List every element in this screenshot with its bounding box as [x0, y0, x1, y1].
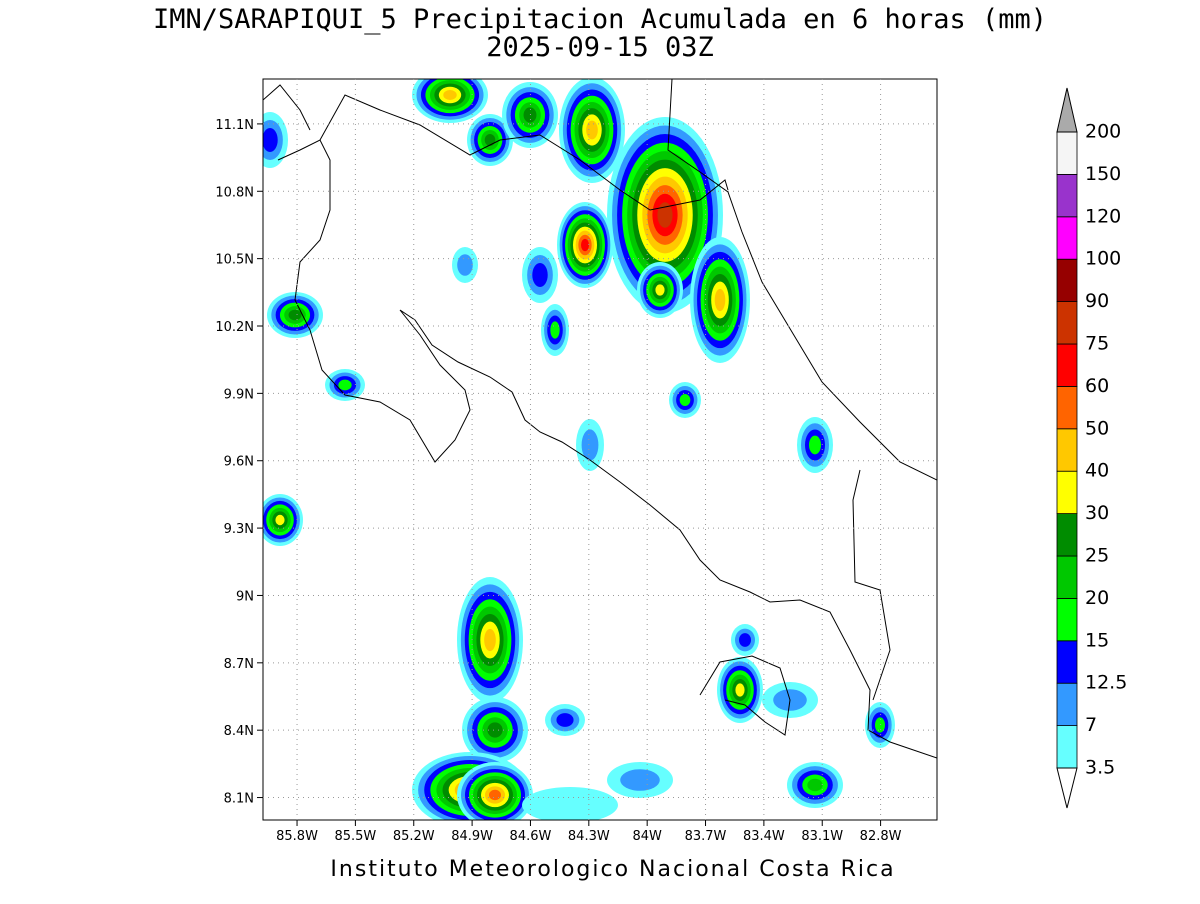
- y-tick-label: 10.8N: [215, 185, 254, 200]
- x-tick-label: 85.2W: [393, 829, 435, 844]
- colorbar-box: [1056, 428, 1078, 472]
- colorbar-box: [1056, 513, 1078, 557]
- rain-contour: [581, 429, 599, 461]
- colorbar-label: 40: [1085, 460, 1109, 482]
- colorbar-label: 100: [1085, 248, 1121, 270]
- colorbar-label: 12.5: [1085, 672, 1127, 694]
- rain-contour: [809, 435, 821, 455]
- rain-contour: [739, 633, 751, 647]
- rain-contour: [487, 722, 503, 738]
- rain-contour: [586, 120, 598, 140]
- colorbar-box: [1056, 725, 1078, 769]
- x-tick-label: 82.8W: [860, 829, 902, 844]
- rain-contour: [875, 717, 885, 733]
- colorbar-over: [1056, 87, 1078, 133]
- colorbar-label: 30: [1085, 502, 1109, 524]
- rain-contour: [620, 769, 660, 791]
- precipitation: [263, 79, 895, 820]
- rain-contour: [484, 628, 496, 652]
- map-frame: [262, 78, 938, 821]
- colorbar-box: [1056, 216, 1078, 260]
- title: IMN/SARAPIQUI_5 Precipitacion Acumulada …: [153, 4, 1047, 35]
- x-tick-label: 83.4W: [743, 829, 785, 844]
- colorbar-box: [1056, 258, 1078, 303]
- colorbar-label: 200: [1085, 121, 1121, 143]
- colorbar-under: [1056, 767, 1078, 809]
- x-tick-label: 83.1W: [801, 829, 843, 844]
- colorbar-label: 90: [1085, 290, 1109, 312]
- x-tick-label: 83.7W: [685, 829, 727, 844]
- y-tick-label: 11.1N: [215, 118, 254, 133]
- colorbar-box: [1056, 173, 1078, 218]
- rain-contour: [807, 778, 823, 792]
- colorbar-box: [1056, 131, 1078, 175]
- rain-contour: [532, 263, 548, 287]
- rain-contour: [338, 379, 352, 391]
- subtitle: 2025-09-15 03Z: [486, 32, 714, 63]
- border-east: [852, 469, 891, 701]
- y-tick-label: 8.1N: [224, 792, 254, 807]
- rain-contour: [556, 713, 574, 727]
- colorbar-box: [1056, 682, 1078, 727]
- coastlines: [263, 79, 937, 759]
- rain-contour: [443, 90, 457, 100]
- x-tick-label: 84.3W: [568, 829, 610, 844]
- y-tick-label: 10.5N: [215, 253, 254, 268]
- colorbar-box: [1056, 598, 1078, 642]
- colorbar-label: 20: [1085, 587, 1109, 609]
- rain-contour: [657, 202, 673, 228]
- footer: Instituto Meteorologico Nacional Costa R…: [330, 857, 895, 882]
- rain-contour: [263, 128, 278, 152]
- border-north: [319, 94, 729, 211]
- rain-contour: [550, 321, 560, 339]
- y-tick-label: 8.4N: [224, 724, 254, 739]
- y-tick-label: 9.3N: [224, 522, 254, 537]
- x-tick-label: 85.5W: [334, 829, 376, 844]
- colorbar-label: 7: [1085, 714, 1097, 736]
- rain-contour: [275, 514, 285, 526]
- rain-contour: [581, 238, 589, 252]
- colorbar-box: [1056, 301, 1078, 345]
- y-tick-label: 10.2N: [215, 320, 254, 335]
- x-tick-label: 84.6W: [510, 829, 552, 844]
- colorbar-label: 3.5: [1085, 757, 1115, 779]
- rain-contour: [522, 787, 618, 820]
- colorbar-label: 25: [1085, 545, 1109, 567]
- colorbar-label: 50: [1085, 417, 1109, 439]
- rain-contour: [679, 394, 691, 406]
- colorbar-label: 120: [1085, 205, 1121, 227]
- colorbar-label: 150: [1085, 163, 1121, 185]
- rain-contour: [288, 309, 302, 321]
- colorbar-box: [1056, 343, 1078, 387]
- rain-contour: [489, 789, 501, 801]
- rain-contour: [457, 254, 473, 276]
- y-tick-label: 9N: [236, 589, 254, 604]
- caribbean-coast: [667, 79, 937, 481]
- colorbar-box: [1056, 385, 1078, 430]
- pacific-coast: [277, 139, 937, 759]
- colorbar-box: [1056, 640, 1078, 684]
- colorbar-box: [1056, 555, 1078, 599]
- rain-contour: [484, 134, 496, 146]
- rain-contour: [655, 284, 665, 296]
- rain-contour: [714, 288, 726, 312]
- x-tick-label: 84.9W: [451, 829, 493, 844]
- rain-contour: [735, 683, 745, 697]
- y-tick-label: 9.6N: [224, 455, 254, 470]
- x-tick-label: 85.8W: [276, 829, 318, 844]
- x-tick-label: 84W: [632, 829, 662, 844]
- colorbar-label: 15: [1085, 629, 1109, 651]
- y-tick-label: 9.9N: [224, 387, 254, 402]
- colorbar-label: 60: [1085, 375, 1109, 397]
- osa-peninsula: [699, 655, 791, 736]
- colorbar-box: [1056, 470, 1078, 515]
- colorbar-label: 75: [1085, 333, 1109, 355]
- lake-shore: [263, 84, 311, 131]
- y-tick-label: 8.7N: [224, 657, 254, 672]
